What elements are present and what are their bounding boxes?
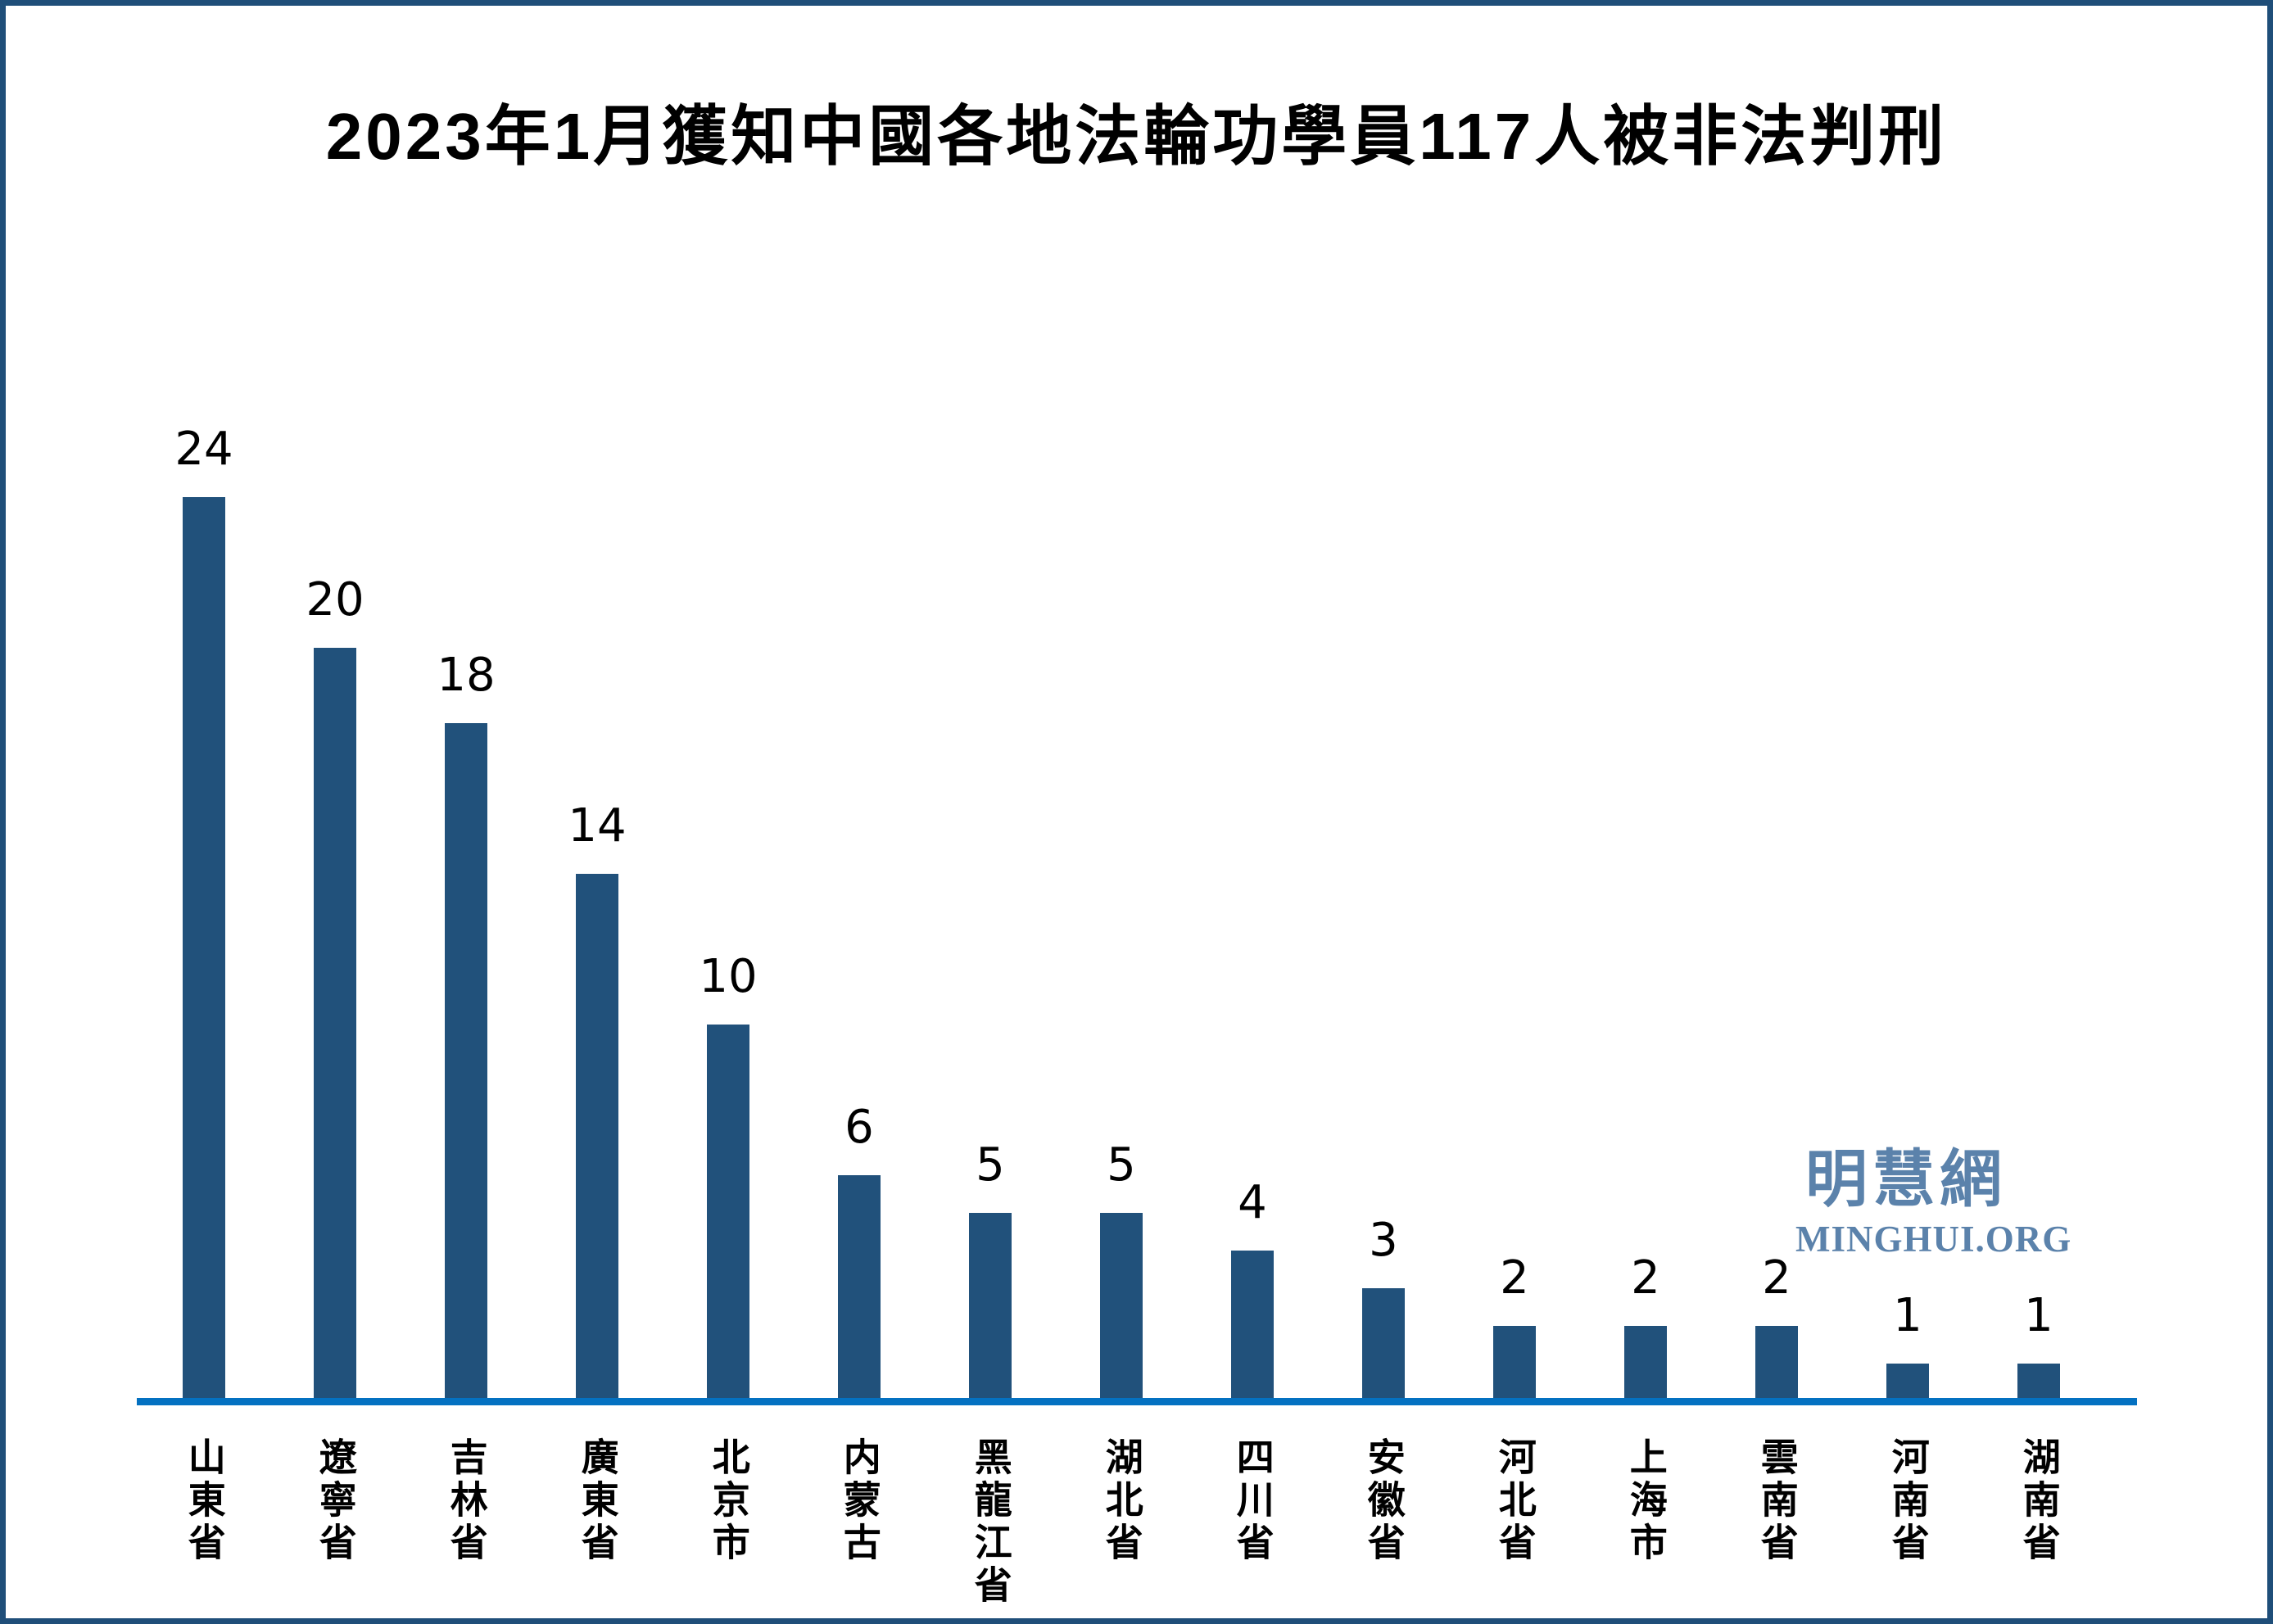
bar-column: 20 <box>269 337 401 1401</box>
bar <box>969 1213 1012 1401</box>
bar-column: 4 <box>1187 337 1318 1401</box>
x-tick: 廣東省 <box>532 1437 663 1608</box>
bar <box>183 497 225 1401</box>
bar-value-label: 4 <box>1238 1176 1267 1229</box>
bar-value-label: 10 <box>699 950 758 1003</box>
bar-column: 24 <box>138 337 269 1401</box>
minghui-logo-latin: MINGHUI.ORG <box>1795 1219 2072 1260</box>
x-tick-label: 北京市 <box>707 1437 750 1565</box>
minghui-watermark: 明慧網 MINGHUI.ORG <box>1795 1145 2072 1260</box>
bar-column: 18 <box>401 337 532 1401</box>
bar-column: 6 <box>794 337 925 1401</box>
x-tick: 安徽省 <box>1318 1437 1449 1608</box>
x-tick: 内蒙古 <box>794 1437 925 1608</box>
x-tick-label: 廣東省 <box>576 1437 619 1565</box>
bar-value-label: 2 <box>1500 1251 1529 1305</box>
bar-value-label: 20 <box>306 573 364 627</box>
bar-column: 1 <box>1973 337 2104 1401</box>
bar <box>1231 1251 1274 1401</box>
bar <box>314 648 356 1401</box>
bar-value-label: 18 <box>437 649 496 702</box>
bar-value-label: 24 <box>174 423 233 476</box>
x-tick-label: 河北省 <box>1493 1437 1537 1565</box>
plot-area: 24 20 18 14 10 6 5 5 4 3 2 2 2 1 1 <box>138 337 2104 1401</box>
x-tick-label: 湖北省 <box>1100 1437 1143 1565</box>
x-tick: 吉林省 <box>401 1437 532 1608</box>
x-axis-labels: 山東省 遼寧省 吉林省 廣東省 北京市 内蒙古 黑龍江省 湖北省 四川省 安徽省 河北省 上海市 雲南省… <box>138 1437 2104 1608</box>
x-tick-label: 遼寧省 <box>314 1437 357 1565</box>
x-tick: 北京市 <box>663 1437 794 1608</box>
bar-column: 2 <box>1580 337 1711 1401</box>
bar-value-label: 6 <box>844 1101 874 1154</box>
bar-column: 2 <box>1449 337 1580 1401</box>
bar-column: 14 <box>532 337 663 1401</box>
minghui-logo-cjk: 明慧網 <box>1805 1145 2007 1215</box>
bar-value-label: 2 <box>1762 1251 1791 1305</box>
bar-column: 3 <box>1318 337 1449 1401</box>
bar-column: 5 <box>925 337 1056 1401</box>
x-tick-label: 山東省 <box>183 1437 226 1565</box>
x-tick: 上海市 <box>1580 1437 1711 1608</box>
x-tick-label: 黑龍江省 <box>969 1437 1012 1608</box>
bar <box>445 723 487 1401</box>
bar-value-label: 5 <box>976 1138 1005 1192</box>
x-axis-line <box>137 1398 2137 1405</box>
bar-value-label: 2 <box>1631 1251 1660 1305</box>
x-tick-label: 雲南省 <box>1755 1437 1799 1565</box>
bar <box>1493 1326 1536 1401</box>
bar-value-label: 5 <box>1107 1138 1136 1192</box>
bar <box>1100 1213 1143 1401</box>
x-tick: 黑龍江省 <box>925 1437 1056 1608</box>
x-tick-label: 安徽省 <box>1362 1437 1406 1565</box>
x-tick-label: 河南省 <box>1886 1437 1930 1565</box>
x-tick-label: 内蒙古 <box>838 1437 881 1565</box>
x-tick: 河北省 <box>1449 1437 1580 1608</box>
bar <box>1755 1326 1798 1401</box>
x-tick: 湖南省 <box>1973 1437 2104 1608</box>
bar <box>2017 1364 2060 1401</box>
x-tick: 四川省 <box>1187 1437 1318 1608</box>
x-tick: 山東省 <box>138 1437 269 1608</box>
bar-column: 10 <box>663 337 794 1401</box>
x-tick: 遼寧省 <box>269 1437 401 1608</box>
bar-value-label: 3 <box>1369 1214 1398 1267</box>
x-tick: 雲南省 <box>1711 1437 1842 1608</box>
x-tick-label: 四川省 <box>1231 1437 1275 1565</box>
bar-value-label: 1 <box>2024 1289 2053 1342</box>
bar-column: 5 <box>1056 337 1187 1401</box>
x-tick: 河南省 <box>1842 1437 1973 1608</box>
bar-value-label: 14 <box>568 799 627 853</box>
x-tick-label: 湖南省 <box>2017 1437 2061 1565</box>
x-tick-label: 吉林省 <box>445 1437 488 1565</box>
bar-column: 1 <box>1842 337 1973 1401</box>
bar <box>576 874 618 1401</box>
bar <box>1886 1364 1929 1401</box>
bar <box>838 1175 881 1401</box>
bar <box>707 1025 749 1401</box>
bar-column: 2 <box>1711 337 1842 1401</box>
x-tick: 湖北省 <box>1056 1437 1187 1608</box>
x-tick-label: 上海市 <box>1624 1437 1668 1565</box>
bar <box>1624 1326 1667 1401</box>
bar-value-label: 1 <box>1893 1289 1922 1342</box>
chart-title: 2023年1月獲知中國各地法輪功學員117人被非法判刑 <box>325 100 1948 173</box>
bar <box>1362 1288 1405 1401</box>
